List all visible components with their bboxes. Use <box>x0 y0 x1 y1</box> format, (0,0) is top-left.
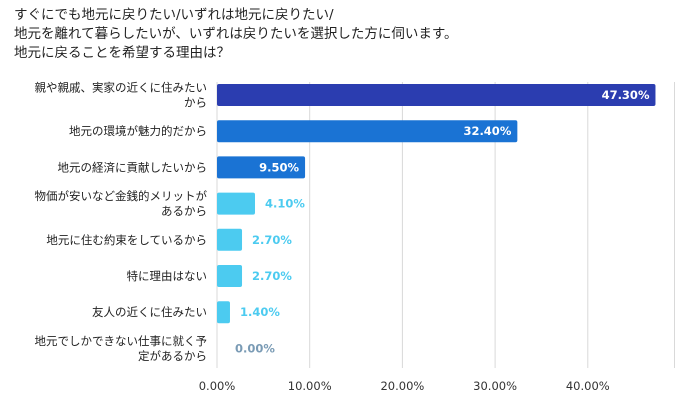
bar <box>217 228 243 251</box>
value-label: 1.40% <box>240 305 280 319</box>
bar <box>217 120 518 143</box>
title-line-2: 地元を離れて暮らしたいが、いずれは戻りたいを選択した方に伺います。 <box>14 26 458 42</box>
category-labels: 親や親戚、実家の近くに住みたいから地元の環境が魅力的だから地元の経済に貢献したい… <box>35 81 208 363</box>
x-tick-label: 40.00% <box>566 379 610 393</box>
category-label: 地元でしかできない仕事に就く予定があるから <box>35 334 208 363</box>
category-label-line: 友人の近くに住みたい <box>92 305 207 319</box>
category-label: 地元の経済に貢献したいから <box>58 160 208 174</box>
x-tick-label: 30.00% <box>473 379 517 393</box>
category-label-line: 地元でしかできない仕事に就く予 <box>35 334 208 348</box>
value-label: 2.70% <box>252 233 292 247</box>
category-label: 親や親戚、実家の近くに住みたいから <box>35 81 208 110</box>
bar <box>217 156 306 179</box>
bar <box>217 84 656 106</box>
value-label: 9.50% <box>259 160 299 174</box>
category-label-line: あるから <box>161 204 207 218</box>
category-label-line: 親や親戚、実家の近くに住みたい <box>35 81 208 95</box>
category-label: 特に理由はない <box>127 269 208 283</box>
value-label: 4.10% <box>265 197 305 211</box>
value-label: 0.00% <box>235 341 275 355</box>
bars <box>217 84 656 324</box>
x-tick-label: 20.00% <box>380 379 424 393</box>
category-label: 友人の近くに住みたい <box>92 305 207 319</box>
category-label-line: 物価が安いなど金銭的メリットが <box>35 189 208 203</box>
bar <box>217 265 243 287</box>
x-tick-label: 0.00% <box>199 379 236 393</box>
category-label-line: 地元の経済に貢献したいから <box>58 160 208 174</box>
bar <box>217 192 256 215</box>
value-label: 32.40% <box>463 124 511 138</box>
category-label-line: から <box>184 96 207 110</box>
category-label: 地元の環境が魅力的だから <box>69 124 207 138</box>
category-label-line: 特に理由はない <box>127 269 208 283</box>
category-label-line: 地元に住む約束をしているから <box>46 233 207 247</box>
category-label: 物価が安いなど金銭的メリットがあるから <box>35 189 208 218</box>
chart-title: すぐにでも地元に戻りたい/いずれは地元に戻りたい/ 地元を離れて暮らしたいが、い… <box>14 6 634 63</box>
x-axis-ticks: 0.00% 10.00% 20.00% 30.00% 40.00% <box>199 379 610 393</box>
category-label-line: 定があるから <box>138 349 207 363</box>
title-line-1: すぐにでも地元に戻りたい/いずれは地元に戻りたい/ <box>14 7 334 23</box>
category-label-line: 地元の環境が魅力的だから <box>69 124 207 138</box>
title-line-3: 地元に戻ることを希望する理由は？ <box>14 45 230 61</box>
value-labels: 47.30% 32.40% 9.50% 4.10% 2.70% 2.70% 1.40% 0.0… <box>235 88 650 355</box>
value-label: 2.70% <box>252 269 292 283</box>
bar <box>217 301 230 324</box>
category-label: 地元に住む約束をしているから <box>46 233 207 247</box>
x-tick-label: 10.00% <box>288 379 332 393</box>
value-label: 47.30% <box>602 88 650 102</box>
